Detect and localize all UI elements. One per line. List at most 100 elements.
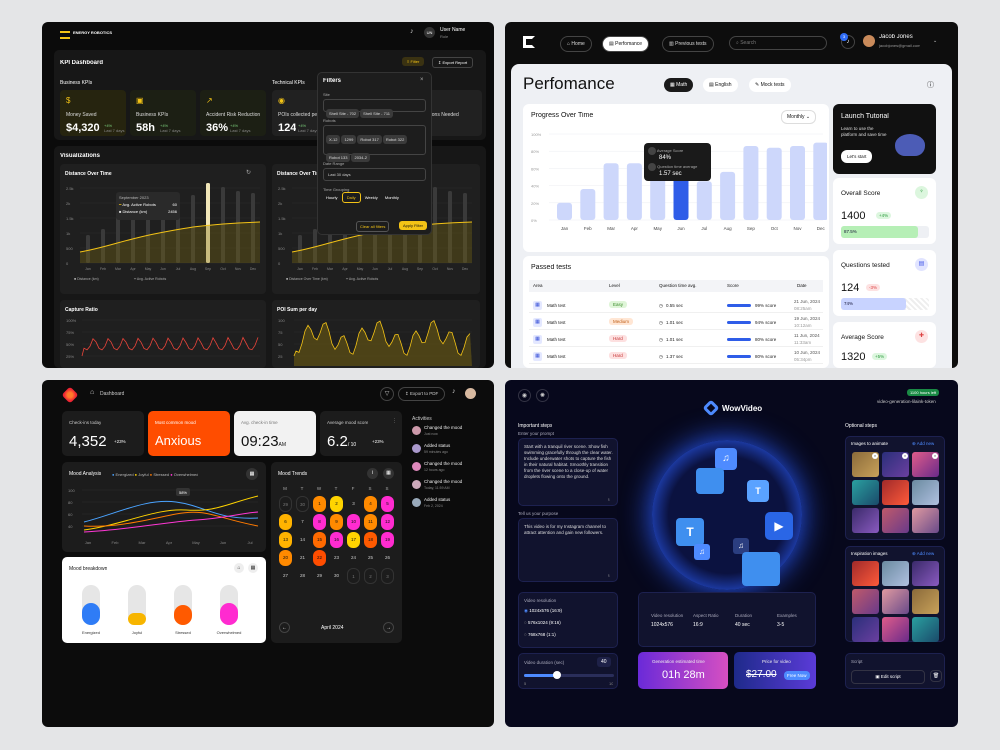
robot-chip[interactable]: Robot 322 (382, 135, 408, 144)
filter-button[interactable]: ≡ Filter (402, 57, 425, 66)
tab-mock-tests[interactable]: ✎ Mock tests (749, 78, 791, 92)
thumbnail[interactable] (852, 508, 879, 533)
next-month-button[interactable]: → (383, 622, 394, 633)
calendar-day[interactable]: 8 (313, 514, 326, 530)
calendar-day[interactable]: 9 (330, 514, 343, 530)
calendar-day[interactable]: 30 (333, 573, 339, 578)
col-area[interactable]: Area (533, 283, 543, 288)
close-icon[interactable]: × (872, 453, 878, 459)
thumbnail[interactable] (912, 617, 939, 642)
grouping-weekly[interactable]: Weekly (364, 195, 378, 200)
calendar-day[interactable]: 21 (299, 555, 305, 560)
avatar[interactable]: UN (424, 27, 435, 38)
table-row[interactable]: ▦ Math test Hard ◷ 1.37 sec 80% score 10 Jun, … (529, 349, 823, 364)
calendar-icon[interactable]: ▦ (246, 468, 258, 480)
bell-icon[interactable]: ♪ (410, 28, 414, 35)
calendar-day[interactable]: 24 (350, 555, 356, 560)
resolution-option-1[interactable]: ◉ 1024x576 (16:9) (524, 608, 562, 613)
info-icon[interactable]: i (367, 468, 378, 479)
calendar-icon[interactable]: ▦ (383, 468, 394, 479)
nav-previous-tests[interactable]: ▥ Previous tests (662, 36, 714, 52)
calendar-day[interactable]: 26 (384, 555, 390, 560)
calendar-day[interactable]: 12 (381, 514, 394, 530)
tab-math[interactable]: ▦ Math (664, 78, 694, 92)
calendar-day[interactable]: 1 (347, 568, 360, 584)
thumbnail[interactable] (882, 617, 909, 642)
calendar-day[interactable]: 19 (381, 532, 394, 548)
calendar-day[interactable]: 29 (279, 496, 292, 512)
thumbnail[interactable] (852, 561, 879, 586)
calendar-day[interactable]: 17 (347, 532, 360, 548)
calendar-day[interactable]: 29 (316, 573, 322, 578)
calendar-day[interactable]: 14 (299, 537, 305, 542)
resolution-option-3[interactable]: ○ 768x768 (1:1) (524, 632, 556, 637)
robot-chip[interactable]: Robot 317 (357, 135, 382, 144)
grouping-monthly[interactable]: Monthly (384, 195, 399, 200)
thumbnail[interactable] (882, 561, 909, 586)
delete-button[interactable]: 🗑 (930, 670, 942, 682)
calendar-day[interactable]: 16 (330, 532, 343, 548)
thumbnail[interactable] (852, 589, 879, 614)
home-icon[interactable]: ⌂ (90, 389, 95, 396)
export-report-button[interactable]: ↥ Export Report (432, 57, 474, 68)
apply-filter-button[interactable]: Apply Filter (399, 221, 428, 230)
tab-english[interactable]: ▤ English (703, 78, 738, 92)
eye-button[interactable]: ◉ (518, 389, 531, 402)
thumbnail[interactable]: × (852, 452, 879, 477)
site-chip[interactable]: Shell Site - 702 (326, 109, 360, 118)
mic-icon[interactable]: ♁ (607, 497, 611, 503)
grouping-daily[interactable]: Daily (341, 192, 361, 203)
col-time[interactable]: Question time avg. (659, 283, 697, 288)
filter-button[interactable]: ▽ (380, 387, 394, 401)
close-icon[interactable]: × (902, 453, 908, 459)
col-score[interactable]: Score (727, 283, 739, 288)
table-row[interactable]: ▦ Math test Hard ◷ 1.01 sec 80% score 11 Jun, … (529, 332, 823, 347)
calendar-day[interactable]: 15 (313, 532, 326, 548)
add-inspiration-button[interactable]: ⊕ Add new (912, 551, 935, 556)
close-icon[interactable]: × (932, 453, 938, 459)
robot-chip[interactable]: Robot 133 (326, 153, 351, 162)
thumbnail[interactable] (912, 561, 939, 586)
calendar-day[interactable]: 7 (301, 519, 304, 524)
thumbnail[interactable] (852, 617, 879, 642)
duration-slider[interactable] (524, 671, 614, 679)
calendar-day[interactable]: 3 (381, 568, 394, 584)
calendar-day[interactable]: 5 (381, 496, 394, 512)
calendar-day[interactable]: 20 (279, 550, 292, 566)
free-now-button[interactable]: Free Now (784, 671, 810, 680)
nav-performance[interactable]: ▤ Perfomance (602, 36, 650, 52)
calendar-day[interactable]: 28 (299, 573, 305, 578)
chevron-down-icon[interactable]: ⌄ (933, 38, 938, 44)
table-row[interactable]: ▦ Math test Easy ◷ 0.55 sec 99% score 21 Jun, … (529, 298, 823, 313)
prompt-textarea[interactable]: Start with a tranquil river scene. Show … (518, 438, 618, 506)
col-date[interactable]: Date (797, 283, 807, 288)
notification-button[interactable]: ♪ 3 (840, 33, 855, 49)
add-image-button[interactable]: ⊕ Add new (912, 441, 935, 446)
edit-script-button[interactable]: ▣ Edit script (851, 670, 925, 684)
calendar-day[interactable]: 6 (279, 514, 292, 530)
calendar-day[interactable]: 22 (313, 550, 326, 566)
calendar-day[interactable]: 25 (367, 555, 373, 560)
nav-home[interactable]: ⌂ Home (560, 36, 592, 52)
avatar[interactable] (863, 35, 875, 47)
breadcrumb[interactable]: Dashboard (100, 391, 125, 397)
search-input[interactable]: ⌕ Search (729, 36, 827, 50)
calendar-day[interactable]: 3 (352, 501, 355, 506)
robot-chip[interactable]: 1299 (341, 135, 357, 144)
site-chip[interactable]: Shell Site - 711 (360, 109, 393, 118)
robots-select[interactable]: X-12 1299 Robot 317 Robot 322 Robot 133 2034-… (323, 125, 426, 162)
thumbnail[interactable] (882, 589, 909, 614)
date-range-select[interactable]: Last 30 days (323, 168, 426, 181)
thumbnail[interactable]: × (912, 452, 939, 477)
col-level[interactable]: Level (609, 283, 620, 288)
robot-chip[interactable]: X-12 (326, 135, 341, 144)
calendar-day[interactable]: 1 (313, 496, 326, 512)
site-select[interactable]: Shell Site - 702 Shell Site - 711 (323, 99, 426, 118)
calendar-day[interactable]: 2 (364, 568, 377, 584)
robot-chip[interactable]: 2034-2 (351, 153, 370, 162)
thumbnail[interactable]: × (882, 452, 909, 477)
thumbnail[interactable] (852, 480, 879, 505)
grouping-hourly[interactable]: Hourly (326, 195, 338, 200)
period-select[interactable]: Monthly ⌄ (781, 110, 817, 124)
thumbnail[interactable] (912, 480, 939, 505)
